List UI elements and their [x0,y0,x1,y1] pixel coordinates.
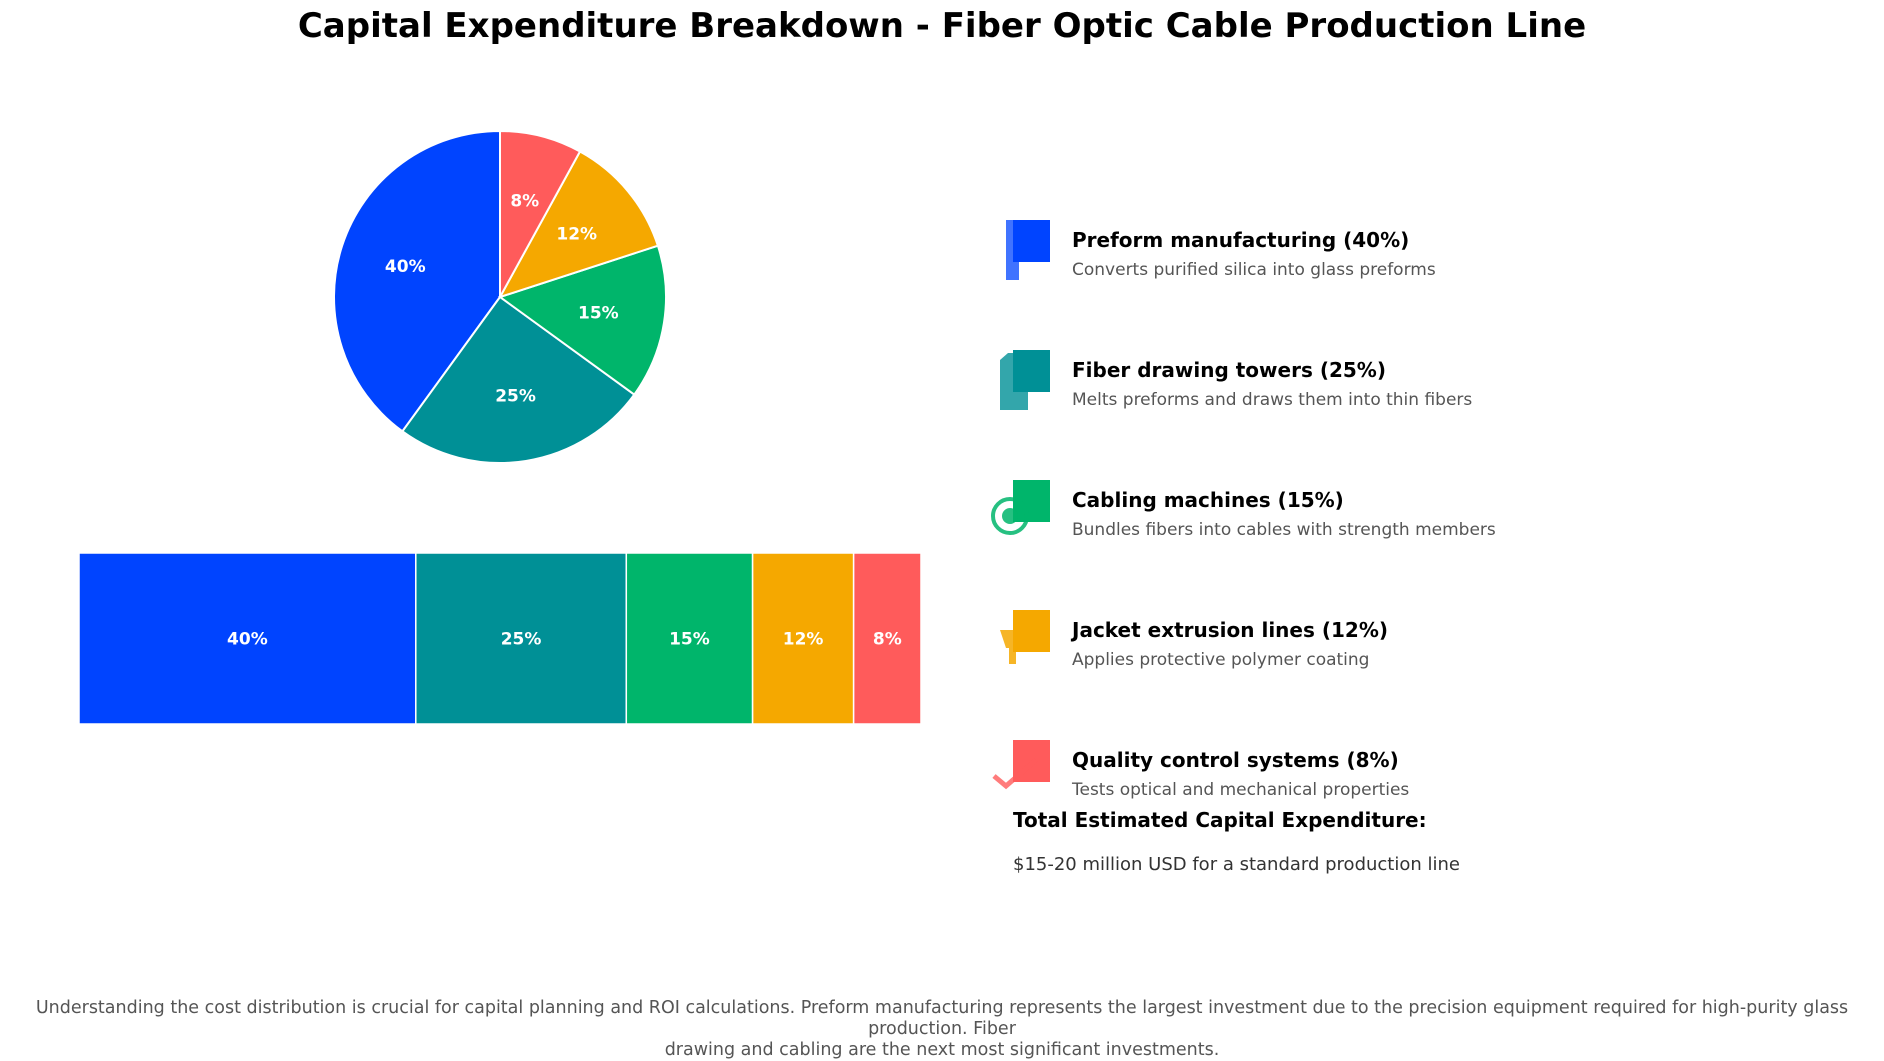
legend-description: Bundles fibers into cables with strength… [1072,520,1496,540]
legend-item-cabling: Cabling machines (15%) Bundles fibers in… [990,470,1690,580]
stacked-bar-chart: 40% 25% 15% 12% 8% [78,552,922,725]
bar-segment-0 [78,552,417,725]
pie-label-1: 25% [495,386,536,406]
extruder-icon [1000,610,1050,664]
cable-reel-icon [991,480,1050,535]
total-heading: Total Estimated Capital Expenditure: [1013,808,1427,832]
pie-slice-4 [499,129,582,298]
legend-item-preform: Preform manufacturing (40%) Converts pur… [990,210,1690,320]
legend-label: Quality control systems (8%) [1072,748,1399,772]
pie-label-0: 40% [385,257,426,277]
footer-note: Understanding the cost distribution is c… [0,998,1884,1061]
legend-item-quality-control: Quality control systems (8%) Tests optic… [990,730,1690,840]
legend-description: Converts purified silica into glass pref… [1072,260,1436,280]
legend-label: Fiber drawing towers (25%) [1072,358,1386,382]
bar-segment-2 [625,552,754,725]
bar-label-1: 25% [501,630,542,650]
total-value: $15-20 million USD for a standard produc… [1013,854,1460,875]
bar-label-0: 40% [227,630,268,650]
legend-item-fiber-drawing: Fiber drawing towers (25%) Melts preform… [990,340,1690,450]
legend-description: Melts preforms and draws them into thin … [1072,390,1473,410]
pie-chart: 40% 25% 15% 12% 8% [333,129,667,464]
bar-label-3: 12% [783,630,824,650]
preform-icon [1006,220,1050,280]
checkmark-icon [992,740,1050,790]
footer-line: Understanding the cost distribution is c… [35,998,1849,1039]
pie-label-2: 15% [578,304,619,324]
legend-label: Preform manufacturing (40%) [1072,228,1410,252]
footer-line: drawing and cabling are the next most si… [664,1040,1220,1060]
legend-description: Tests optical and mechanical properties [1072,780,1410,800]
chart-title: Capital Expenditure Breakdown - Fiber Op… [297,6,1587,46]
pie-label-3: 12% [556,225,597,245]
pie-slice-1 [401,295,636,464]
pie-slice-3 [497,150,660,299]
tower-icon [1000,350,1050,410]
bar-segment-4 [852,552,922,725]
legend-label: Jacket extrusion lines (12%) [1072,618,1389,642]
bar-label-4: 8% [873,630,902,650]
pie-label-4: 8% [510,192,539,212]
pie-slice-2 [497,244,667,396]
legend-label: Cabling machines (15%) [1072,488,1344,512]
bar-segment-3 [751,552,855,725]
bar-segment-1 [415,552,628,725]
pie-slice-0 [333,129,501,433]
bar-label-2: 15% [669,630,710,650]
legend-description: Applies protective polymer coating [1072,650,1370,670]
legend-item-jacket-extrusion: Jacket extrusion lines (12%) Applies pro… [990,600,1690,710]
